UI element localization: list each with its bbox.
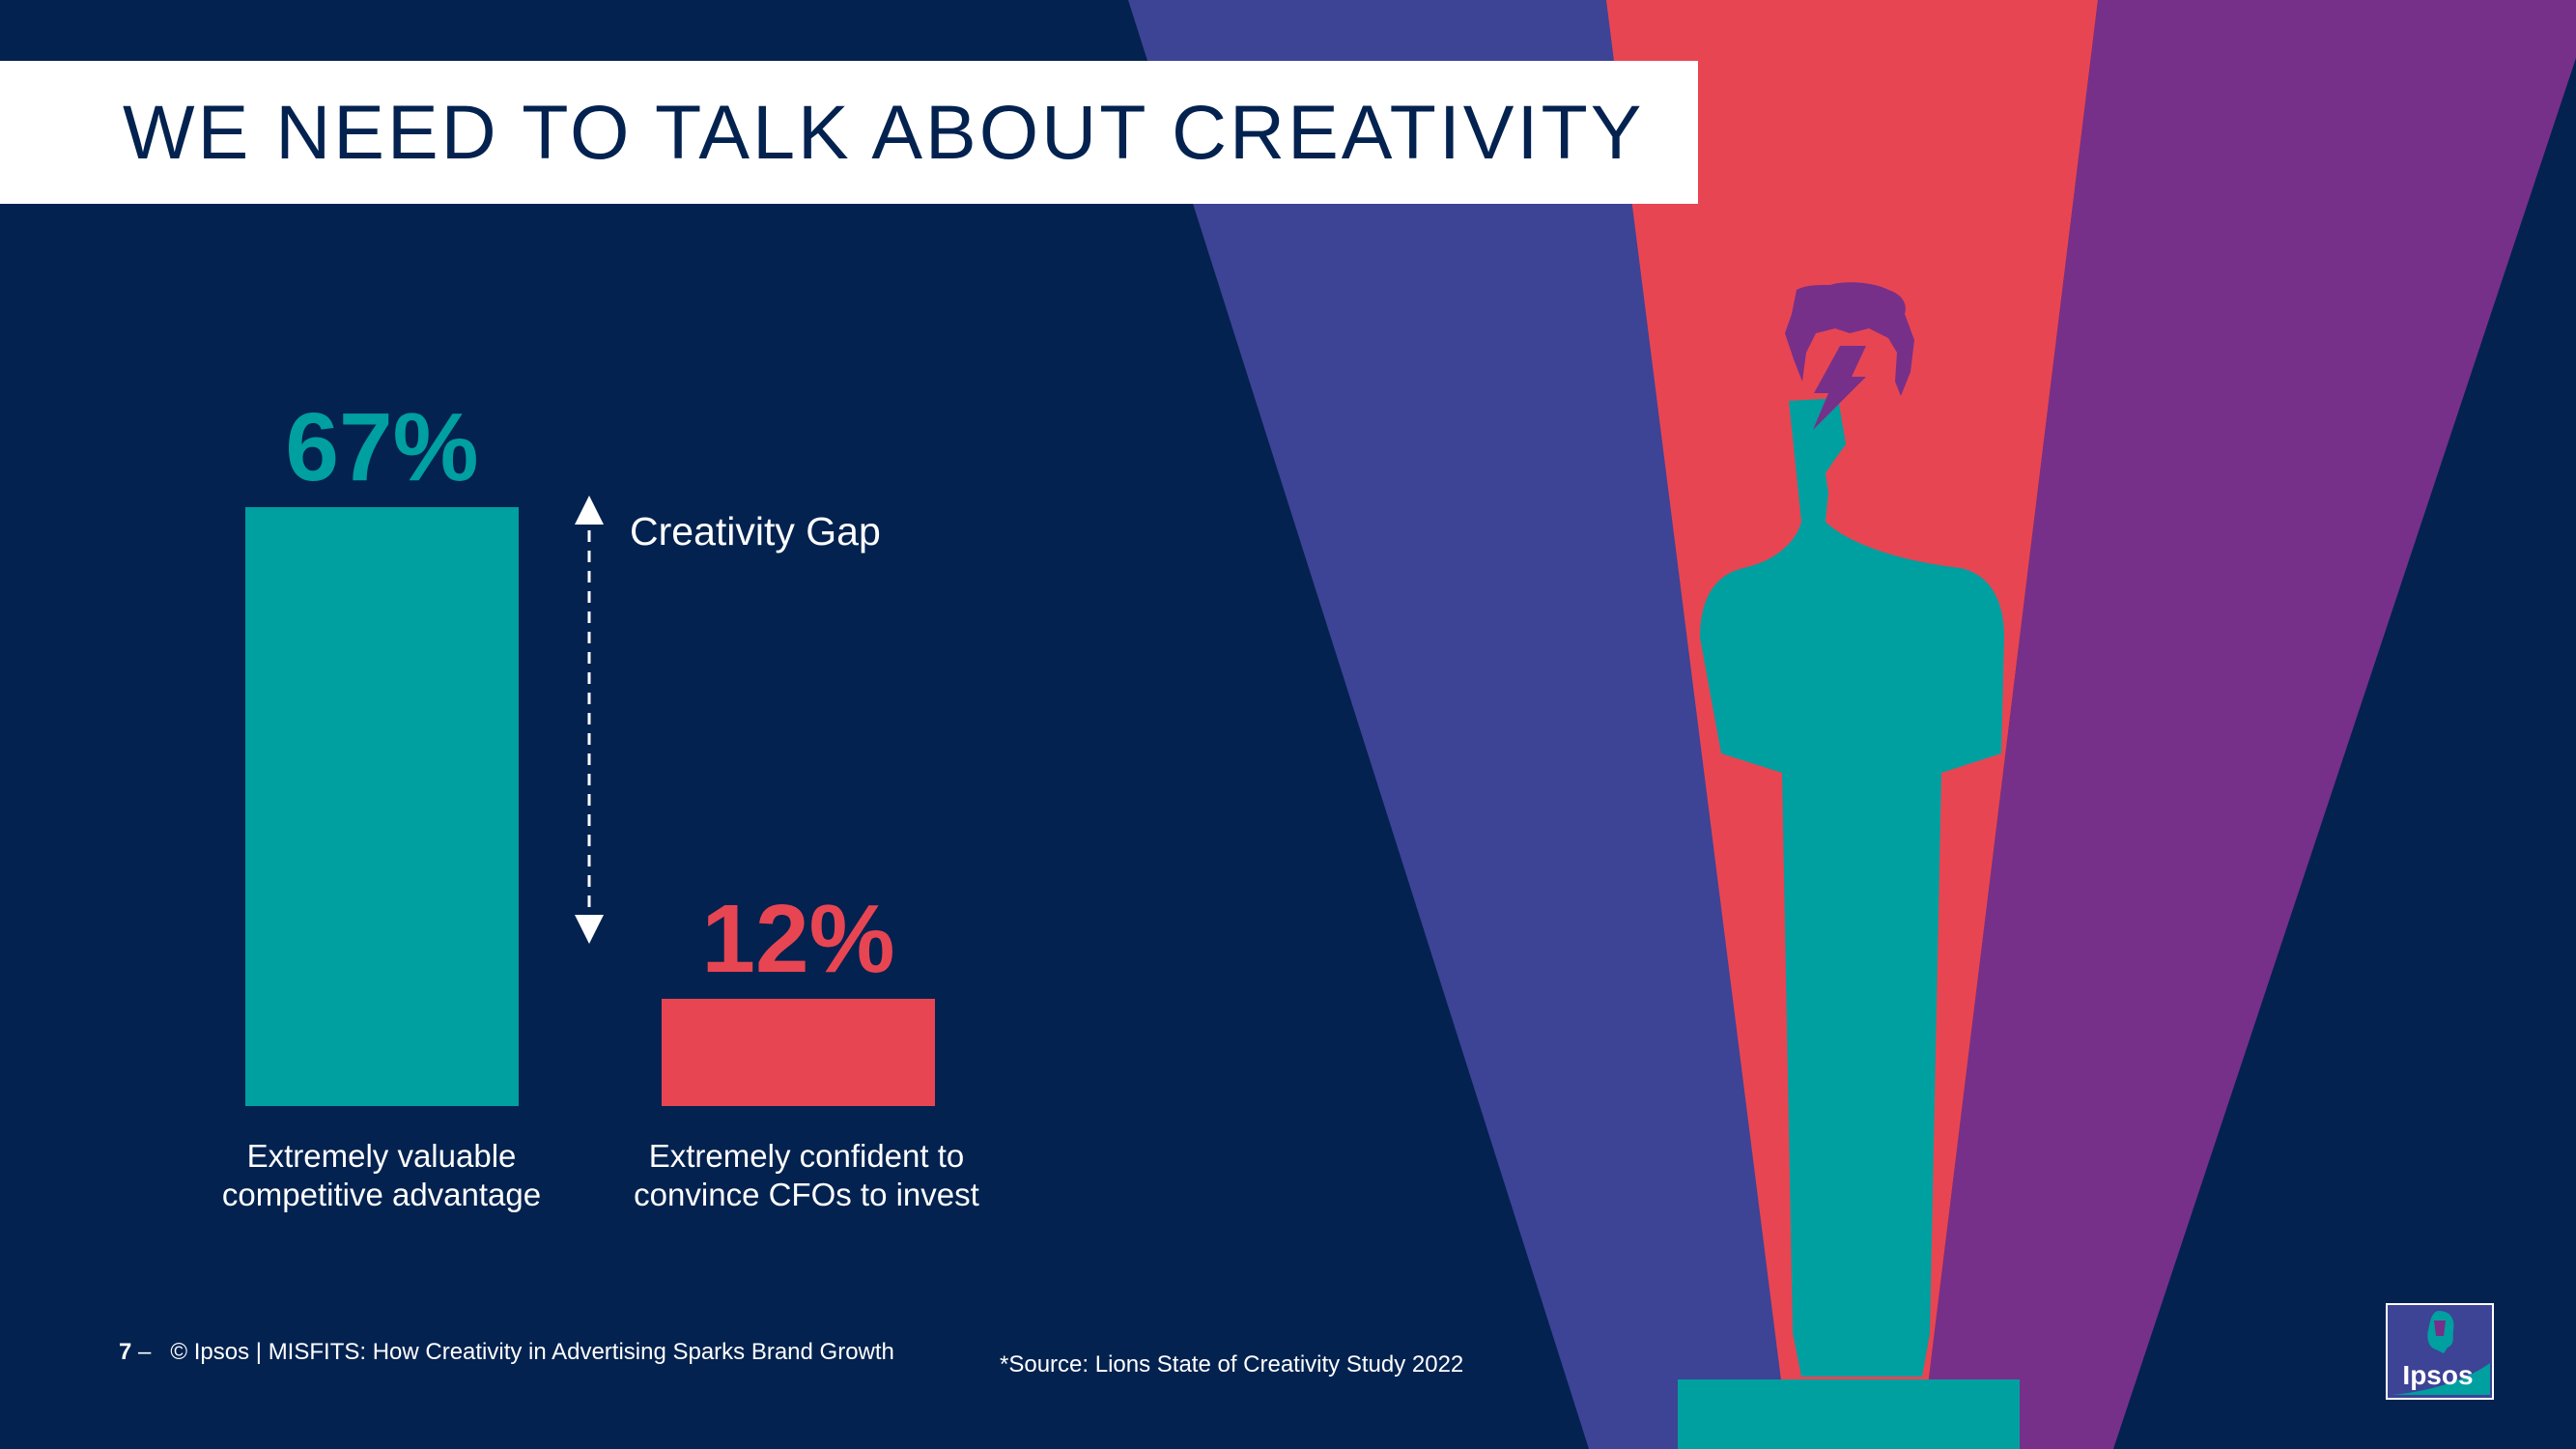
statue-hair <box>1785 282 1914 396</box>
copyright-text: © Ipsos | MISFITS: How Creativity in Adv… <box>170 1339 894 1365</box>
bar-2 <box>662 998 935 1106</box>
data-label-1: 67% <box>285 393 478 501</box>
bar-label-line: Extremely confident to <box>648 1138 965 1174</box>
purple-spotlight-beam <box>1920 0 2576 1449</box>
title-bar: WE NEED TO TALK ABOUT CREATIVITY <box>0 61 1698 204</box>
page-title: WE NEED TO TALK ABOUT CREATIVITY <box>123 89 1645 175</box>
bar-label-line: competitive advantage <box>221 1177 542 1212</box>
bar-label-valuable: Extremely valuable competitive advantage <box>159 1137 604 1214</box>
bar-label-line: Extremely valuable <box>246 1138 517 1174</box>
footer-separator: – <box>138 1339 152 1365</box>
footer-copyright: 7 – © Ipsos | MISFITS: How Creativity in… <box>119 1339 894 1366</box>
award-statue-icon <box>1678 398 2020 1449</box>
bar-label-line: convince CFOs to invest <box>634 1177 979 1212</box>
ipsos-logo: Ipsos <box>2386 1303 2494 1400</box>
blue-spotlight-beam <box>1128 0 1790 1449</box>
page-number: 7 <box>119 1339 132 1365</box>
bar-label-confident: Extremely confident to convince CFOs to … <box>584 1137 1029 1214</box>
source-note: *Source: Lions State of Creativity Study… <box>1000 1351 1464 1378</box>
ipsos-logo-text: Ipsos <box>2402 1360 2473 1390</box>
creativity-gap-label: Creativity Gap <box>630 509 881 554</box>
bar-1 <box>245 507 519 1106</box>
lightning-bolt-icon <box>1813 346 1866 430</box>
data-label-2: 12% <box>701 885 894 993</box>
